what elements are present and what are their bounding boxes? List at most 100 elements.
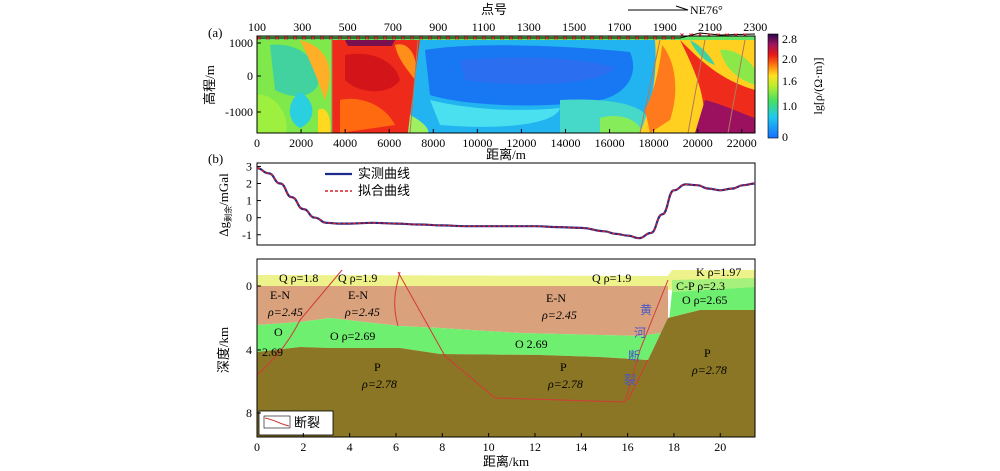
label-o-east: O 2.69	[515, 337, 548, 351]
station-marker	[329, 36, 333, 40]
panel-b-y-ticks: 3 2 1 0 -1	[242, 159, 261, 242]
station-axis-title: 点号	[481, 2, 507, 17]
panel-a-x-label: 距离/m	[486, 147, 526, 162]
layer-en	[257, 286, 668, 336]
panel-c-y-ticks: 0 4 8	[246, 279, 261, 420]
direction-label: NE76°	[690, 3, 723, 17]
panel-c-x-label: 距离/km	[483, 454, 529, 469]
station-marker	[518, 36, 522, 40]
panel-a-x-ticks: 0 2000 4000 6000 8000 10000 12000 14000 16000 180…	[254, 129, 757, 150]
panel-a-frame	[256, 35, 756, 134]
station-tick-300: 300	[293, 20, 311, 34]
label-en-west-name: E-N	[270, 288, 290, 302]
label-p-mid-rho: ρ=2.78	[547, 377, 583, 391]
station-marker	[338, 36, 342, 40]
x-tick-6000: 6000	[377, 136, 401, 150]
legend-fault-label: 断裂	[294, 415, 320, 430]
station-marker	[293, 36, 297, 40]
x-tick-10000: 10000	[462, 136, 492, 150]
layer-p	[257, 310, 755, 437]
label-cp: C-P ρ=2.3	[676, 279, 725, 293]
station-marker	[473, 36, 477, 40]
station-marker	[491, 36, 495, 40]
depth-tick-4: 4	[246, 343, 252, 357]
label-en-east-name: E-N	[546, 291, 566, 305]
distance-tick-12: 12	[529, 440, 541, 454]
station-marker	[536, 36, 540, 40]
legend-measured-label: 实测曲线	[358, 166, 410, 181]
label-en-east-rho: ρ=2.45	[541, 308, 577, 322]
colorbar-tick-0: 0	[782, 130, 788, 144]
station-tick-1500: 1500	[562, 20, 586, 34]
panel-c-y-label: 深度/km	[216, 327, 231, 373]
fitted-gravity-curve	[256, 167, 756, 239]
distance-tick-6: 6	[393, 440, 399, 454]
density-model	[257, 259, 755, 437]
label-en-mid-rho: ρ=2.45	[344, 305, 380, 319]
station-marker	[392, 36, 396, 40]
station-tick-labels: 100 300 500 700 900 1100 1300 1500 1700 1900 2100 2…	[248, 20, 767, 34]
label-o-far-east: O ρ=2.65	[682, 293, 727, 307]
station-marker	[671, 36, 675, 40]
panel-b-y-label-unit: /mGal	[216, 173, 231, 206]
colorbar-tick-2-0: 2.0	[782, 52, 797, 66]
station-marker	[311, 36, 315, 40]
panel-a: (a) 点号 NE76° 100 300 500 700 900 1100 1300 1500…	[202, 2, 825, 162]
label-p-west-name: P	[374, 360, 381, 374]
station-marker	[356, 36, 360, 40]
station-tick-100: 100	[248, 20, 266, 34]
gravity-tick-2: 2	[246, 177, 252, 191]
station-tick-900: 900	[429, 20, 447, 34]
panel-b: (b) 3 2 1 0 -1 Δg剩余/mGal 实测曲线 拟合曲线	[208, 151, 756, 246]
station-marker	[608, 36, 612, 40]
label-k: K ρ=1.97	[696, 265, 741, 279]
station-tick-1700: 1700	[607, 20, 631, 34]
station-tick-1100: 1100	[472, 20, 496, 34]
station-marker	[662, 36, 666, 40]
station-marker	[365, 36, 369, 40]
x-tick-0: 0	[254, 136, 260, 150]
station-marker	[509, 36, 513, 40]
label-o-west-name: O	[274, 325, 283, 339]
station-marker	[581, 36, 585, 40]
panel-a-y-ticks: 1000 0 -1000	[225, 36, 261, 119]
label-p-west-rho: ρ=2.78	[361, 377, 397, 391]
station-marker	[563, 36, 567, 40]
fault-char-3: 断	[628, 348, 640, 363]
fault-char-2: 河	[634, 326, 646, 340]
label-en-mid-name: E-N	[348, 288, 368, 302]
station-marker	[527, 36, 531, 40]
gravity-tick--1: -1	[242, 228, 252, 242]
station-marker	[410, 36, 414, 40]
station-tick-2300: 2300	[743, 20, 767, 34]
label-p-east-name: P	[704, 346, 711, 360]
x-tick-2000: 2000	[289, 136, 313, 150]
distance-tick-14: 14	[575, 440, 587, 454]
panel-a-label: (a)	[208, 25, 222, 40]
fault-char-1: 黄	[640, 303, 652, 317]
panel-c-legend: 断裂	[258, 410, 334, 436]
panel-b-legend: 实测曲线 拟合曲线	[325, 166, 410, 198]
label-p-mid-name: P	[560, 360, 567, 374]
label-q-west: Q ρ=1.8	[279, 271, 318, 285]
y-tick-minus-1000: -1000	[225, 105, 253, 119]
fault-lines	[257, 269, 669, 403]
label-en-west-rho: ρ=2.45	[267, 305, 303, 319]
station-marker	[347, 36, 351, 40]
station-tick-1300: 1300	[517, 20, 541, 34]
depth-tick-0: 0	[246, 279, 252, 293]
x-tick-8000: 8000	[421, 136, 445, 150]
station-marker	[437, 36, 441, 40]
distance-tick-20: 20	[714, 440, 726, 454]
x-tick-22000: 22000	[727, 136, 757, 150]
station-marker	[599, 36, 603, 40]
colorbar-tick-1-6: 1.6	[782, 74, 797, 88]
station-tick-2100: 2100	[698, 20, 722, 34]
distance-tick-4: 4	[347, 440, 353, 454]
x-tick-14000: 14000	[550, 136, 580, 150]
station-marker	[266, 36, 270, 40]
distance-tick-2: 2	[300, 440, 306, 454]
station-marker	[572, 36, 576, 40]
station-tick-500: 500	[339, 20, 357, 34]
